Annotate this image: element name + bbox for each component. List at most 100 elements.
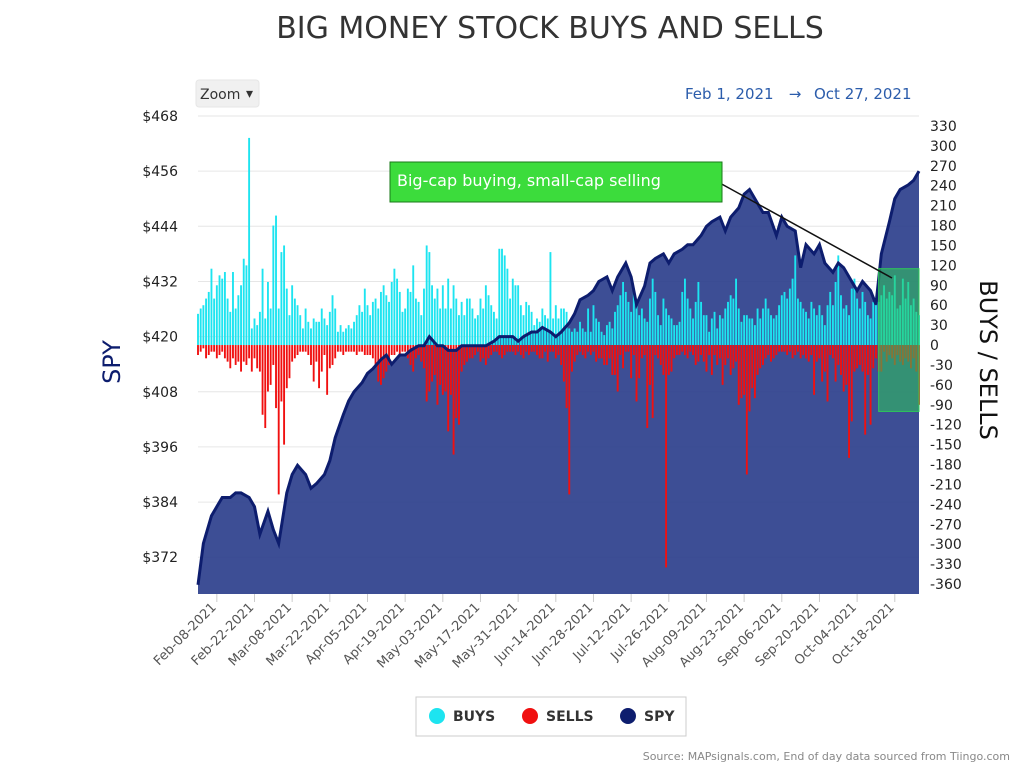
legend-marker-buys[interactable] [429, 708, 445, 724]
sell-bar [336, 345, 339, 352]
buy-bar [527, 305, 530, 346]
left-tick-label: $396 [142, 440, 178, 456]
buy-bar [358, 305, 361, 346]
sell-bar [447, 345, 450, 432]
sell-bar [592, 345, 595, 352]
buy-bar [377, 308, 380, 346]
date-range-from[interactable]: Feb 1, 2021 [685, 85, 774, 103]
legend-label-sells[interactable]: SELLS [546, 709, 594, 725]
sell-bar [234, 345, 237, 365]
sell-bar [334, 345, 337, 359]
legend-item-spy[interactable]: SPY [620, 708, 675, 725]
buy-bar [382, 285, 385, 346]
chevron-down-icon[interactable]: ▾ [246, 86, 253, 102]
buy-bar [630, 311, 633, 346]
sell-bar [638, 345, 641, 379]
buy-bar [323, 318, 326, 346]
sell-bar [401, 345, 404, 352]
source-credit: Source: MAPsignals.com, End of day data … [643, 750, 1010, 763]
buy-bar [436, 288, 439, 346]
sell-bar [614, 345, 616, 375]
date-range-to[interactable]: Oct 27, 2021 [814, 85, 912, 103]
buy-bar [398, 291, 401, 346]
sell-bar [549, 345, 552, 352]
buy-bar [538, 321, 541, 346]
buy-bar [476, 315, 479, 346]
sell-bar [280, 345, 283, 402]
sell-bar [724, 345, 727, 365]
legend-marker-spy[interactable] [620, 708, 636, 724]
buy-bar [379, 291, 382, 346]
buy-bar [468, 298, 471, 346]
buy-bar [646, 321, 649, 346]
left-axis-ticks: $372 $384 $396 $408 $420 $432 $444 $456 $468 [142, 109, 178, 566]
buy-bar [654, 291, 657, 346]
buy-bar [492, 311, 495, 346]
sell-bar [433, 345, 436, 375]
buy-bar [207, 291, 210, 346]
buy-bar [708, 331, 711, 346]
sell-bar [579, 345, 581, 352]
sell-bar [245, 345, 248, 365]
left-tick-label: $372 [142, 550, 178, 566]
sell-bar [649, 345, 651, 385]
date-range[interactable]: Feb 1, 2021 → Oct 27, 2021 [685, 85, 912, 103]
legend-label-spy[interactable]: SPY [644, 709, 675, 725]
buy-bar [565, 311, 568, 346]
buy-bar [622, 281, 625, 346]
buy-bar [307, 321, 310, 346]
buy-bar [517, 285, 520, 346]
sell-bar [864, 345, 867, 435]
sell-bar [702, 345, 705, 362]
legend-label-buys[interactable]: BUYS [453, 709, 495, 725]
sell-bar [745, 345, 748, 475]
buy-bar [285, 288, 288, 346]
left-tick-label: $384 [142, 495, 178, 511]
legend-item-buys[interactable]: BUYS [429, 708, 495, 725]
sell-bar [517, 345, 520, 352]
sell-bar [753, 345, 756, 399]
right-tick-label: -30 [930, 358, 953, 374]
buy-bar [503, 255, 506, 346]
sell-bar [632, 345, 635, 355]
buy-bar [640, 308, 643, 346]
zoom-label[interactable]: Zoom [200, 87, 240, 103]
buy-bar [587, 308, 590, 346]
right-tick-label: -150 [930, 438, 962, 454]
buy-bar [226, 298, 229, 346]
buy-bar [388, 301, 390, 346]
zoom-button[interactable]: Zoom ▾ [195, 79, 260, 108]
buy-bar [250, 328, 253, 346]
buy-bar [525, 301, 528, 346]
buy-bar [807, 318, 810, 346]
sell-bar [643, 345, 646, 355]
right-tick-label: 210 [930, 199, 957, 215]
sell-bar [304, 345, 307, 352]
legend-item-sells[interactable]: SELLS [522, 708, 594, 725]
buy-bar [374, 298, 377, 346]
sell-bar [347, 345, 350, 352]
sell-bar [498, 345, 501, 355]
buy-bar [428, 252, 431, 346]
sell-bar [264, 345, 267, 429]
buy-bar [355, 315, 358, 346]
sell-bar [597, 345, 600, 359]
sell-bar [823, 345, 826, 372]
sell-bar [484, 345, 487, 365]
legend-marker-sells[interactable] [522, 708, 538, 724]
buy-bar [684, 278, 686, 346]
right-tick-label: 30 [930, 318, 948, 334]
sell-bar [296, 345, 299, 355]
spy-line [196, 170, 921, 586]
sell-bar [250, 345, 253, 372]
sell-bar [385, 345, 388, 372]
buy-bar [218, 275, 221, 346]
sell-bar [307, 345, 310, 355]
zoom-button-bg[interactable] [195, 79, 260, 108]
buy-bar [692, 318, 694, 346]
sell-bar [759, 345, 762, 369]
sell-bar [635, 345, 638, 402]
buy-bar [694, 301, 697, 346]
buy-bar [619, 295, 622, 346]
